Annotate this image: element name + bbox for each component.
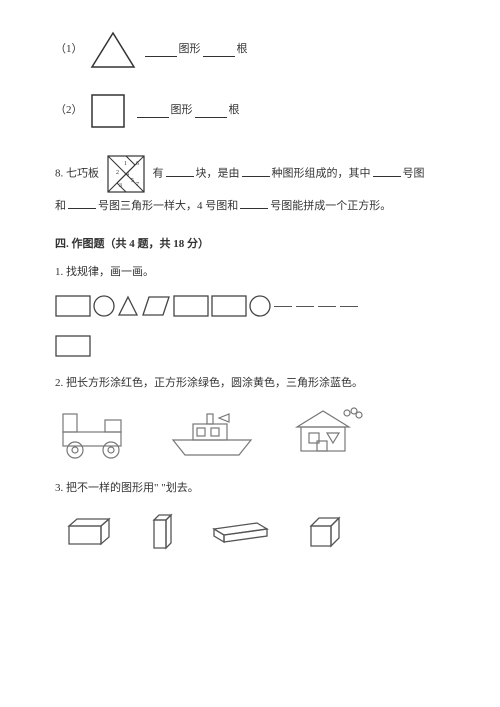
- q1-label: （1）: [55, 41, 83, 59]
- circle-icon: [93, 295, 115, 317]
- question-8: 8. 七巧板 1 6 2 4 5 3 7 有 块，是由 种图形组成的，其中 号图 和 号…: [55, 154, 445, 218]
- dash-icon: [296, 306, 314, 307]
- square-icon: [89, 92, 129, 130]
- cube-icon: [307, 514, 343, 550]
- question-2: （2） 图形 根: [55, 92, 445, 130]
- section-4-header: 四. 作图题（共 4 题，共 18 分）: [55, 236, 445, 254]
- svg-text:3: 3: [119, 183, 122, 189]
- blank: [373, 163, 401, 177]
- s4-q2-label: 2. 把长方形涂红色，正方形涂绿色，圆涂黄色，三角形涂蓝色。: [55, 375, 445, 393]
- circle-icon: [249, 295, 271, 317]
- q8-line2a: 和: [55, 200, 66, 212]
- blank: [240, 195, 268, 209]
- blank: [242, 163, 270, 177]
- triangle-icon: [117, 295, 139, 317]
- tractor-icon: [55, 410, 145, 460]
- q2-text2: 根: [229, 102, 240, 120]
- q8-label: 8. 七巧板: [55, 168, 99, 180]
- s4-q3-label: 3. 把不一样的图形用" "划去。: [55, 480, 445, 498]
- q1-text2: 根: [237, 41, 248, 59]
- blank: [203, 43, 235, 57]
- blank: [137, 104, 169, 118]
- rect-icon: [55, 295, 91, 317]
- blank: [68, 195, 96, 209]
- parallelogram-icon: [141, 295, 171, 317]
- q2-label: （2）: [55, 102, 83, 120]
- rect-icon: [55, 335, 91, 357]
- blank: [195, 104, 227, 118]
- q8-t4: 号图: [403, 168, 425, 180]
- q8-t1: 有: [153, 168, 164, 180]
- q8-line2b: 号图三角形一样大，4 号图和: [98, 200, 238, 212]
- pattern-row: [55, 295, 445, 317]
- rect-icon: [173, 295, 209, 317]
- svg-text:2: 2: [116, 170, 119, 176]
- q8-t2: 块，是由: [196, 168, 240, 180]
- cross-out-shapes: [55, 512, 445, 552]
- coloring-shapes: [55, 405, 445, 460]
- q8-t3: 种图形组成的，其中: [272, 168, 371, 180]
- rect-icon: [211, 295, 247, 317]
- cuboid-icon: [65, 516, 115, 548]
- long-cuboid-icon: [211, 519, 271, 545]
- tall-cuboid-icon: [151, 512, 175, 552]
- svg-text:4: 4: [126, 172, 129, 178]
- q2-text1: 图形: [171, 102, 193, 120]
- svg-text:5: 5: [131, 178, 134, 184]
- dash-icon: [340, 306, 358, 307]
- q8-line2c: 号图能拼成一个正方形。: [270, 200, 391, 212]
- dash-icon: [274, 306, 292, 307]
- s4-q1-label: 1. 找规律，画一画。: [55, 264, 445, 282]
- svg-text:6: 6: [136, 161, 139, 167]
- svg-text:7: 7: [136, 182, 139, 188]
- tangram-icon: 1 6 2 4 5 3 7: [106, 154, 146, 194]
- dash-icon: [318, 306, 336, 307]
- blank: [145, 43, 177, 57]
- triangle-icon: [89, 30, 137, 70]
- house-icon: [279, 405, 369, 460]
- blank: [166, 163, 194, 177]
- pattern-row-2: [55, 335, 445, 357]
- question-1: （1） 图形 根: [55, 30, 445, 70]
- boat-icon: [167, 410, 257, 460]
- q1-text1: 图形: [179, 41, 201, 59]
- svg-text:1: 1: [124, 161, 127, 167]
